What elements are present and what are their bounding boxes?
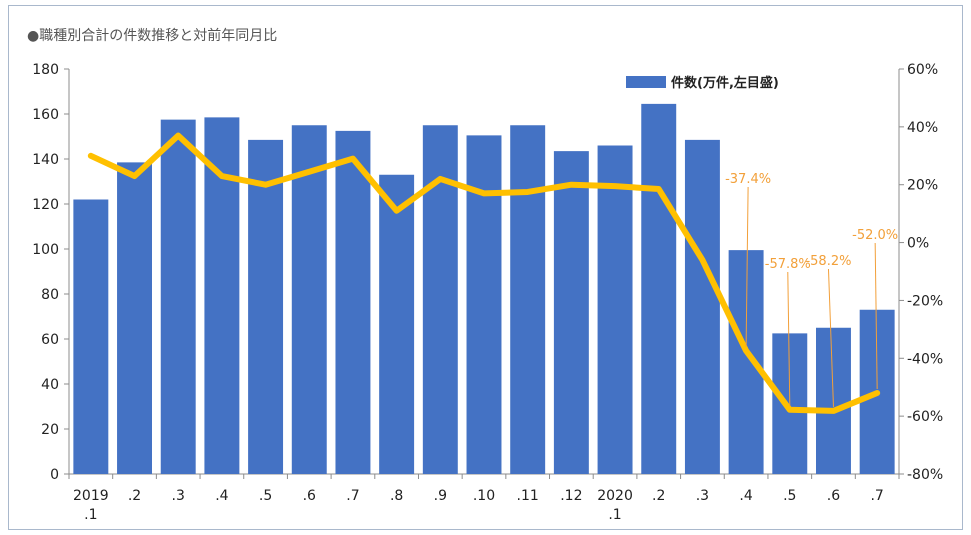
x-tick-label-line: .6: [827, 488, 840, 504]
chart-frame: ●職種別合計の件数推移と対前年同月比 0 20 40 60 80 100 120 140 160…: [8, 5, 963, 530]
callout-label: -37.4%: [725, 172, 771, 187]
callout-label: -52.0%: [852, 228, 898, 243]
x-tick-label-line: .2: [652, 488, 665, 504]
y-left-tick-label: 160: [32, 107, 59, 123]
x-tick-label-line: .5: [259, 488, 272, 504]
bar: [335, 130, 371, 474]
yoy-line: [87, 132, 881, 414]
x-tick-label: .7: [870, 488, 883, 504]
legend-label: 件数(万件,左目盛): [671, 75, 779, 91]
y-left-tick-label: 140: [32, 152, 59, 168]
x-tick-label-line: .3: [172, 488, 185, 504]
x-tick-label-line: .4: [215, 488, 228, 504]
bar: [728, 250, 764, 474]
y-right-tick-label: -40%: [907, 351, 943, 367]
x-tick-label-line: .9: [434, 488, 447, 504]
y-right-tick-label: -60%: [907, 409, 943, 425]
x-tick-label: 2020 .1: [597, 488, 633, 523]
chart-title: ●職種別合計の件数推移と対前年同月比: [27, 27, 277, 44]
y-right-tick-label: -20%: [907, 293, 943, 309]
x-tick-label: .3: [172, 488, 185, 504]
callout-leader: [874, 242, 878, 390]
x-tick-label-line: .6: [303, 488, 316, 504]
x-tick-label: 2019 .1: [73, 488, 109, 523]
y-left-tick-label: 180: [32, 62, 59, 78]
x-tick-label: .5: [783, 488, 796, 504]
chart-svg: ●職種別合計の件数推移と対前年同月比 0 20 40 60 80 100 120 140 160…: [27, 27, 943, 523]
x-tick-label-line: .1: [608, 507, 621, 523]
x-tick-label: .5: [259, 488, 272, 504]
bar: [641, 103, 677, 474]
x-tick-label-line: 2019: [73, 488, 109, 504]
y-left-tick-label: 60: [41, 332, 59, 348]
bar: [73, 199, 109, 474]
bar: [466, 135, 502, 474]
bar: [291, 125, 327, 474]
bar: [204, 117, 240, 474]
line-series: [87, 132, 881, 414]
x-tick-label: .7: [346, 488, 359, 504]
y-left-tick-label: 20: [41, 422, 59, 438]
y-right-tick-label: 20%: [907, 178, 938, 194]
y-right-tick-label: 40%: [907, 120, 938, 136]
callout-label: -57.8%: [765, 257, 811, 272]
bar: [248, 139, 284, 474]
callout-leader: [787, 271, 791, 406]
x-tick-label-line: .4: [739, 488, 752, 504]
x-tick-label-line: .10: [473, 488, 495, 504]
x-tick-label-line: .11: [517, 488, 539, 504]
y-left-tick-label: 120: [32, 197, 59, 213]
bar: [684, 139, 720, 474]
bar: [379, 174, 415, 474]
callout-label: -58.2%: [805, 254, 851, 269]
bar: [160, 119, 196, 474]
legend: 件数(万件,左目盛): [626, 75, 779, 91]
bar: [597, 145, 633, 474]
x-tick-label: .11: [517, 488, 539, 504]
x-tick-label-line: .2: [128, 488, 141, 504]
x-axis-labels: 2019 .1 .2 .3 .4 .5 .6 .7 .8 .9 .10 .11 .12 2020 .1 .2.…: [73, 488, 884, 523]
x-tick-label: .6: [827, 488, 840, 504]
x-tick-label-line: .8: [390, 488, 403, 504]
y-right-tick-label: 60%: [907, 62, 938, 78]
x-tick-label-line: .7: [870, 488, 883, 504]
x-tick-label: .2: [652, 488, 665, 504]
axes: 0 20 40 60 80 100 120 140 160 180 -80% -60% -40% -20%…: [32, 62, 943, 483]
bar: [553, 151, 589, 474]
y-left-tick-label: 0: [50, 467, 59, 483]
x-tick-label-line: .7: [346, 488, 359, 504]
bar-series: [73, 103, 895, 474]
x-tick-label: .4: [215, 488, 228, 504]
legend-swatch: [626, 76, 666, 88]
callout-leader: [745, 186, 749, 347]
x-tick-label-line: .3: [696, 488, 709, 504]
y-left-tick-label: 40: [41, 377, 59, 393]
x-tick-label-line: 2020: [597, 488, 633, 504]
x-tick-label: .10: [473, 488, 495, 504]
y-right-tick-label: -80%: [907, 467, 943, 483]
x-tick-label-line: .5: [783, 488, 796, 504]
callout-leader: [827, 268, 834, 407]
x-tick-label-line: .12: [560, 488, 582, 504]
x-tick-label: .12: [560, 488, 582, 504]
y-left-tick-label: 80: [41, 287, 59, 303]
y-left-tick-label: 100: [32, 242, 59, 258]
callouts: -37.4% -57.8%-58.2%-52.0%: [725, 172, 898, 407]
x-tick-label: .8: [390, 488, 403, 504]
x-tick-label: .4: [739, 488, 752, 504]
x-tick-label: .3: [696, 488, 709, 504]
x-tick-label: .2: [128, 488, 141, 504]
x-tick-label-line: .1: [84, 507, 97, 523]
bar: [117, 162, 152, 474]
bar: [510, 125, 546, 474]
y-right-tick-label: 0%: [907, 236, 929, 252]
x-tick-label: .9: [434, 488, 447, 504]
x-tick-label: .6: [303, 488, 316, 504]
